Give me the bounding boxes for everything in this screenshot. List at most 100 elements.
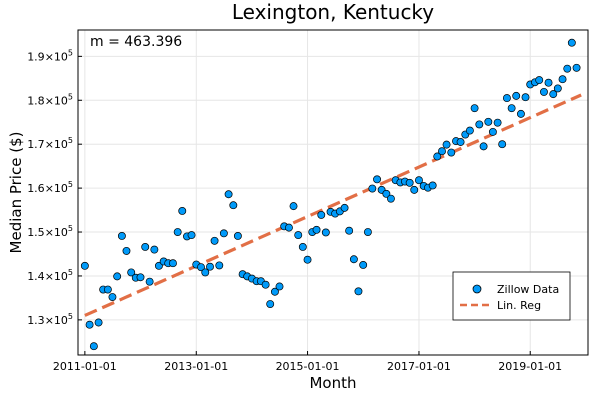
data-point	[178, 206, 187, 215]
data-point	[349, 255, 358, 264]
data-points	[80, 38, 581, 351]
data-point	[354, 287, 363, 296]
data-point	[173, 228, 182, 236]
y-tick-label: 1.7×105	[27, 136, 73, 151]
y-tick-label: 1.5×105	[27, 224, 73, 239]
y-tick-mantissa: 1.3	[27, 314, 45, 327]
data-point	[553, 84, 562, 93]
data-point	[169, 259, 177, 268]
data-point	[567, 38, 576, 47]
x-axis-title: Month	[309, 374, 356, 392]
y-tick-exponent: 5	[68, 92, 73, 101]
data-point	[382, 189, 391, 198]
y-tick-base: ×10	[45, 94, 68, 107]
y-tick-base: ×10	[45, 270, 68, 283]
x-tick-label: 2011-01-01	[53, 360, 117, 373]
data-point	[368, 184, 377, 193]
data-point	[540, 87, 548, 96]
data-point	[415, 176, 423, 185]
plot-frame	[77, 29, 589, 356]
y-tick-mantissa: 1.6	[27, 182, 45, 195]
data-point	[117, 232, 126, 240]
data-point	[289, 202, 298, 211]
regression-line	[84, 93, 582, 317]
data-point	[141, 243, 150, 251]
data-point	[549, 90, 558, 99]
data-point	[294, 231, 303, 240]
data-point	[136, 273, 145, 282]
x-tick-label: 2019-01-01	[498, 360, 562, 373]
data-point	[145, 277, 154, 286]
data-point	[187, 231, 196, 240]
y-tick-exponent: 5	[68, 224, 73, 233]
data-point	[266, 300, 275, 309]
x-tick-label: 2013-01-01	[164, 360, 228, 373]
data-point	[502, 94, 511, 103]
y-tick-base: ×10	[45, 314, 68, 327]
y-tick-exponent: 5	[68, 48, 73, 57]
chart-title: Lexington, Kentucky	[232, 0, 434, 24]
legend: Zillow Data Lin. Reg	[452, 271, 571, 321]
data-point	[197, 263, 205, 272]
y-tick-exponent: 5	[68, 136, 73, 145]
data-point	[229, 201, 238, 210]
y-tick-mantissa: 1.5	[27, 226, 45, 239]
data-point	[219, 229, 228, 238]
data-point	[303, 255, 312, 264]
data-point	[498, 140, 507, 149]
data-point	[428, 181, 437, 190]
data-point	[122, 246, 131, 255]
data-point	[488, 127, 497, 136]
y-tick-base: ×10	[45, 50, 68, 63]
data-point	[298, 243, 307, 251]
legend-box	[452, 271, 571, 321]
y-tick-mantissa: 1.8	[27, 94, 45, 107]
data-point	[345, 226, 354, 235]
data-point	[321, 228, 330, 237]
y-tick-label: 1.3×105	[27, 312, 73, 327]
data-point	[405, 178, 414, 187]
data-point	[516, 109, 525, 118]
data-point	[215, 261, 224, 270]
data-point	[410, 185, 419, 194]
data-point	[94, 318, 103, 327]
data-point	[438, 147, 446, 156]
data-point	[359, 261, 368, 269]
data-point	[433, 152, 442, 161]
y-tick-mantissa: 1.4	[27, 270, 45, 283]
data-point	[317, 210, 326, 219]
data-point	[206, 262, 214, 271]
data-point	[233, 232, 242, 240]
y-tick-label: 1.9×105	[27, 48, 73, 63]
y-tick-base: ×10	[45, 138, 68, 151]
data-point	[493, 118, 502, 127]
data-point	[563, 64, 572, 73]
data-point	[456, 138, 465, 146]
y-tick-mantissa: 1.7	[27, 138, 45, 151]
data-point	[363, 228, 372, 236]
data-point	[85, 320, 94, 329]
y-tick-exponent: 5	[68, 312, 73, 321]
data-point	[484, 117, 493, 126]
data-point	[521, 93, 530, 102]
data-point	[442, 140, 451, 149]
data-point	[512, 91, 521, 100]
data-point	[89, 342, 98, 351]
data-point	[544, 78, 553, 87]
y-axis-title: Median Price ($)	[7, 132, 25, 254]
data-point	[558, 75, 567, 84]
data-point	[275, 282, 284, 291]
legend-marker-zillow	[472, 284, 482, 294]
y-tick-label: 1.6×105	[27, 180, 73, 195]
data-point	[373, 175, 381, 184]
data-point	[127, 268, 136, 277]
y-tick-label: 1.8×105	[27, 92, 73, 107]
y-tick-exponent: 5	[68, 180, 73, 189]
data-point	[479, 142, 488, 151]
data-point	[201, 268, 210, 277]
data-point	[386, 194, 395, 203]
data-point	[80, 261, 89, 270]
